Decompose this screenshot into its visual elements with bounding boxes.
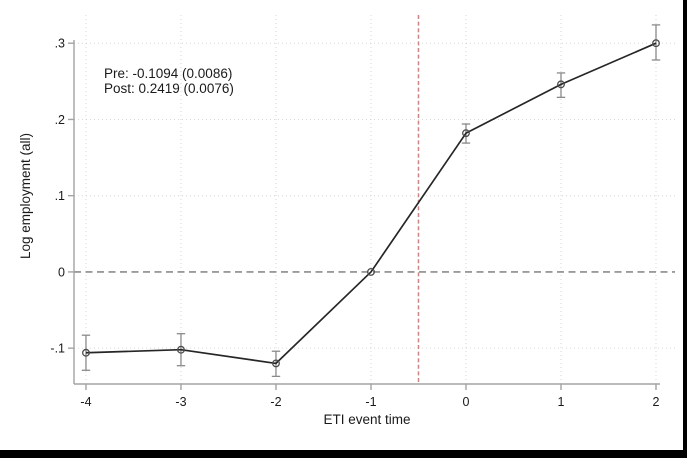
x-tick-label: 0 [463, 395, 470, 409]
window-bottom-border [0, 450, 687, 458]
data-point-marker [82, 348, 90, 357]
y-tick-label: .1 [55, 189, 65, 203]
data-point-marker [367, 267, 375, 276]
window-right-border [683, 0, 687, 458]
x-tick-label: -2 [270, 395, 281, 409]
annotation-box: Pre: -0.1094 (0.0086) Post: 0.2419 (0.00… [104, 66, 234, 96]
y-axis-title: Log employment (all) [18, 132, 33, 260]
data-point-marker [652, 39, 660, 48]
x-axis-title: ETI event time [323, 412, 411, 427]
y-tick-label: 0 [58, 265, 65, 279]
y-tick-label: .3 [55, 37, 65, 51]
x-tick-label: 2 [653, 395, 660, 409]
x-tick-label: 1 [558, 395, 565, 409]
data-point-marker [177, 345, 185, 354]
x-tick-label: -4 [80, 395, 91, 409]
data-point-marker [557, 80, 565, 89]
y-tick-label: .2 [55, 113, 65, 127]
data-point-marker [272, 359, 280, 368]
annotation-pre: Pre: -0.1094 (0.0086) [104, 66, 233, 81]
x-tick-label: -1 [365, 395, 376, 409]
annotation-post: Post: 0.2419 (0.0076) [104, 81, 234, 96]
series-line [85, 42, 657, 365]
x-tick-label: -3 [175, 395, 186, 409]
y-tick-label: -.1 [50, 342, 65, 356]
data-point-marker [462, 129, 470, 138]
